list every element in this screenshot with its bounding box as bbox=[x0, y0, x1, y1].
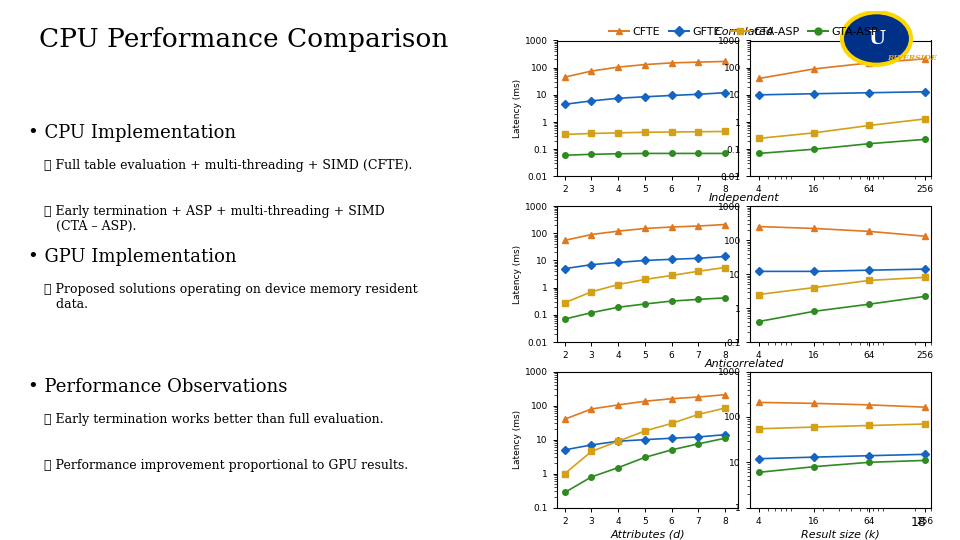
Legend: CFTE, GFTE, CTA-ASP, GTA-ASP: CFTE, GFTE, CTA-ASP, GTA-ASP bbox=[605, 23, 883, 42]
Text: ❖ Early termination + ASP + multi-threading + SIMD
   (CTA – ASP).: ❖ Early termination + ASP + multi-thread… bbox=[44, 205, 385, 233]
Text: CPU Performance Comparison: CPU Performance Comparison bbox=[38, 27, 448, 52]
X-axis label: Attributes (d): Attributes (d) bbox=[611, 530, 684, 540]
Text: 18: 18 bbox=[910, 516, 926, 529]
Text: RIVERSIDE: RIVERSIDE bbox=[887, 54, 937, 62]
Text: • GPU Implementation: • GPU Implementation bbox=[28, 248, 236, 266]
Y-axis label: Latency (ms): Latency (ms) bbox=[513, 79, 522, 138]
Text: Anticorrelated: Anticorrelated bbox=[705, 359, 783, 369]
Text: ❖ Early termination works better than full evaluation.: ❖ Early termination works better than fu… bbox=[44, 413, 384, 426]
Text: ❖ Full table evaluation + multi-threading + SIMD (CFTE).: ❖ Full table evaluation + multi-threadin… bbox=[44, 159, 413, 172]
Text: • Performance Observations: • Performance Observations bbox=[28, 378, 287, 396]
Text: • CPU Implementation: • CPU Implementation bbox=[28, 124, 236, 142]
Text: ❖ Proposed solutions operating on device memory resident
   data.: ❖ Proposed solutions operating on device… bbox=[44, 284, 418, 312]
X-axis label: Result size (k): Result size (k) bbox=[801, 530, 880, 540]
Text: Correlated: Correlated bbox=[714, 28, 774, 37]
Y-axis label: Latency (ms): Latency (ms) bbox=[513, 245, 522, 303]
Text: ❖ Performance improvement proportional to GPU results.: ❖ Performance improvement proportional t… bbox=[44, 459, 408, 472]
Y-axis label: Latency (ms): Latency (ms) bbox=[513, 410, 522, 469]
Circle shape bbox=[842, 12, 911, 65]
Text: U: U bbox=[868, 30, 885, 48]
Text: Independent: Independent bbox=[708, 193, 780, 203]
